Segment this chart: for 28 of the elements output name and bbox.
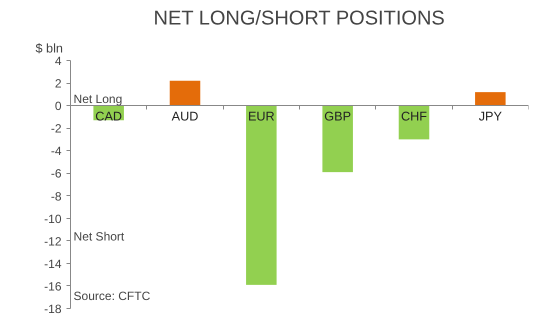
x-tick-label: GBP xyxy=(324,110,352,124)
bar xyxy=(170,80,200,106)
y-tick-label: 0 xyxy=(54,99,62,114)
annotation: Net Long xyxy=(74,92,122,106)
x-tick-label: AUD xyxy=(172,110,198,124)
x-tick-label: JPY xyxy=(478,110,502,124)
y-tick-label: -2 xyxy=(50,122,62,136)
y-axis-title: $ bln xyxy=(36,42,63,56)
y-tick-label: -14 xyxy=(44,256,62,271)
y-tick-label: -10 xyxy=(44,212,62,226)
y-tick-label: -6 xyxy=(50,166,62,181)
y-tick-label: -12 xyxy=(44,234,62,248)
annotation: Net Short xyxy=(74,229,125,244)
bar xyxy=(246,106,277,285)
y-tick-label: -4 xyxy=(50,144,62,158)
annotation: Source: CFTC xyxy=(74,289,151,304)
bar xyxy=(322,106,353,172)
x-tick-label: EUR xyxy=(248,110,275,124)
y-tick-label: 2 xyxy=(54,76,62,91)
x-tick-label: CAD xyxy=(95,110,122,124)
y-tick-label: -18 xyxy=(44,302,62,316)
bar xyxy=(475,92,506,106)
bar xyxy=(398,106,430,140)
y-tick-label: -8 xyxy=(50,189,62,204)
x-tick-label: CHF xyxy=(400,110,428,124)
y-tick-label: 4 xyxy=(54,54,62,68)
chart-title: NET LONG/SHORT POSITIONS xyxy=(154,8,445,30)
y-tick-label: -16 xyxy=(44,279,62,294)
